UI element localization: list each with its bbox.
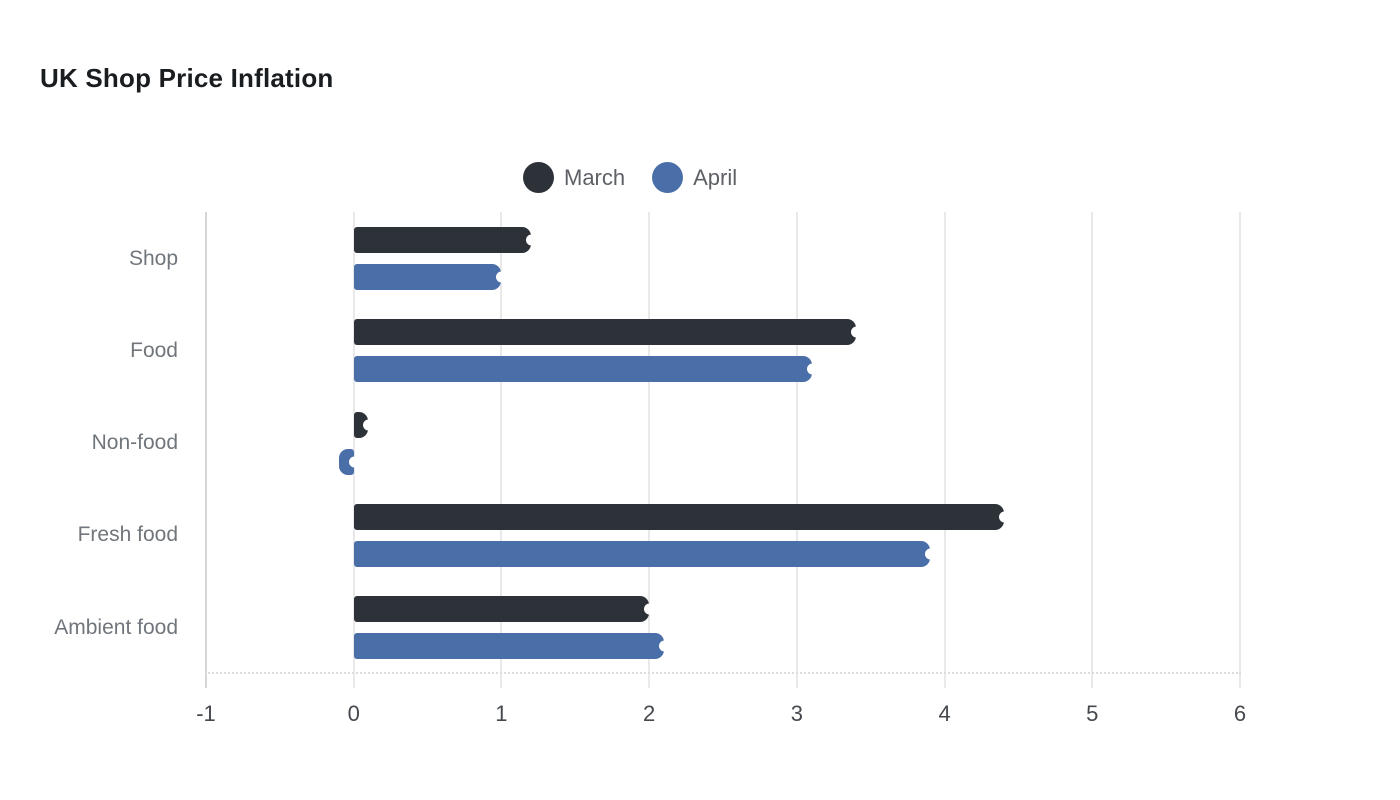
bar-april-shop — [353, 264, 502, 290]
legend-item-april[interactable]: April — [652, 162, 737, 193]
gridline-x-4 — [943, 212, 946, 688]
x-tick-label-0: 0 — [347, 701, 360, 726]
gridline-x-2 — [648, 212, 651, 688]
x-tick-label-4: 4 — [938, 701, 951, 726]
legend-item-march[interactable]: March — [523, 162, 625, 193]
bar-march-fresh-food — [353, 503, 1004, 530]
category-label-ambient-food: Ambient food — [54, 615, 178, 639]
gridline-x-3 — [795, 212, 798, 688]
category-label-food: Food — [130, 338, 178, 362]
bar-april-food — [353, 356, 812, 383]
gridline-x-0 — [352, 212, 355, 688]
bar-april-fresh-food — [353, 540, 930, 567]
x-tick-label-1: 1 — [495, 701, 508, 726]
x-tick-label--1: -1 — [196, 701, 216, 726]
gridline-x-1 — [500, 212, 503, 688]
category-label-fresh-food: Fresh food — [77, 523, 178, 547]
bar-march-shop — [353, 227, 531, 253]
gridline-x--1 — [205, 212, 207, 688]
bar-march-ambient-food — [353, 596, 650, 622]
march-series-swatch-icon — [523, 162, 554, 193]
gridline-x-6 — [1239, 212, 1241, 688]
x-tick-label-5: 5 — [1086, 701, 1099, 726]
x-axis-baseline — [205, 672, 1241, 674]
bar-march-food — [353, 319, 856, 346]
category-label-shop: Shop — [128, 246, 178, 270]
bar-march-non-food — [353, 411, 369, 438]
x-tick-label-2: 2 — [643, 701, 656, 726]
x-tick-label-6: 6 — [1233, 701, 1247, 726]
legend-label-march: March — [564, 164, 626, 190]
legend: March April — [523, 162, 737, 193]
x-tick-label-3: 3 — [790, 701, 803, 726]
bar-april-non-food — [338, 448, 354, 475]
legend-label-april: April — [693, 164, 738, 190]
chart-title: UK Shop Price Inflation — [40, 63, 334, 93]
bar-april-ambient-food — [353, 633, 664, 659]
category-label-non-food: Non-food — [91, 431, 178, 454]
gridline-x-5 — [1091, 212, 1094, 688]
april-series-swatch-icon — [652, 162, 684, 193]
